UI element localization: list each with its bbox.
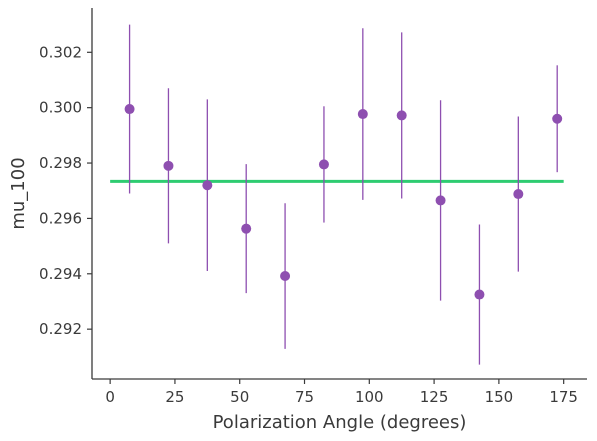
data-point [318,159,329,170]
y-tick-label: 0.300 [39,99,82,117]
x-tick-label: 75 [295,388,314,406]
y-tick-label: 0.296 [39,209,82,227]
data-point [280,271,291,282]
data-point [474,289,485,300]
x-tick-label: 25 [165,388,184,406]
data-point [202,180,213,191]
axes [91,8,587,380]
y-tick-label: 0.298 [39,154,82,172]
x-axis-title: Polarization Angle (degrees) [213,412,467,433]
x-tick-label: 100 [355,388,384,406]
y-tick-label: 0.302 [39,43,82,61]
data-point [552,113,563,124]
error-bars-layer [128,24,558,365]
data-point [357,109,368,120]
x-tick-label: 125 [420,388,449,406]
x-tick-label: 175 [549,388,578,406]
data-point [163,160,174,171]
ticks-layer: 0 25 50 75 100 125 150 175 0.292 0.294 0.296 0.298 0… [39,43,578,406]
x-tick-label: 150 [485,388,514,406]
x-tick-label: 0 [105,388,115,406]
x-tick-label: 50 [230,388,249,406]
data-points-layer [124,104,563,300]
y-axis-title: mu_100 [8,157,29,229]
data-point [124,104,135,115]
data-point [241,223,252,234]
data-point [396,110,407,121]
y-tick-label: 0.292 [39,320,82,338]
data-point [513,189,524,200]
y-tick-label: 0.294 [39,265,82,283]
data-point [435,195,446,206]
